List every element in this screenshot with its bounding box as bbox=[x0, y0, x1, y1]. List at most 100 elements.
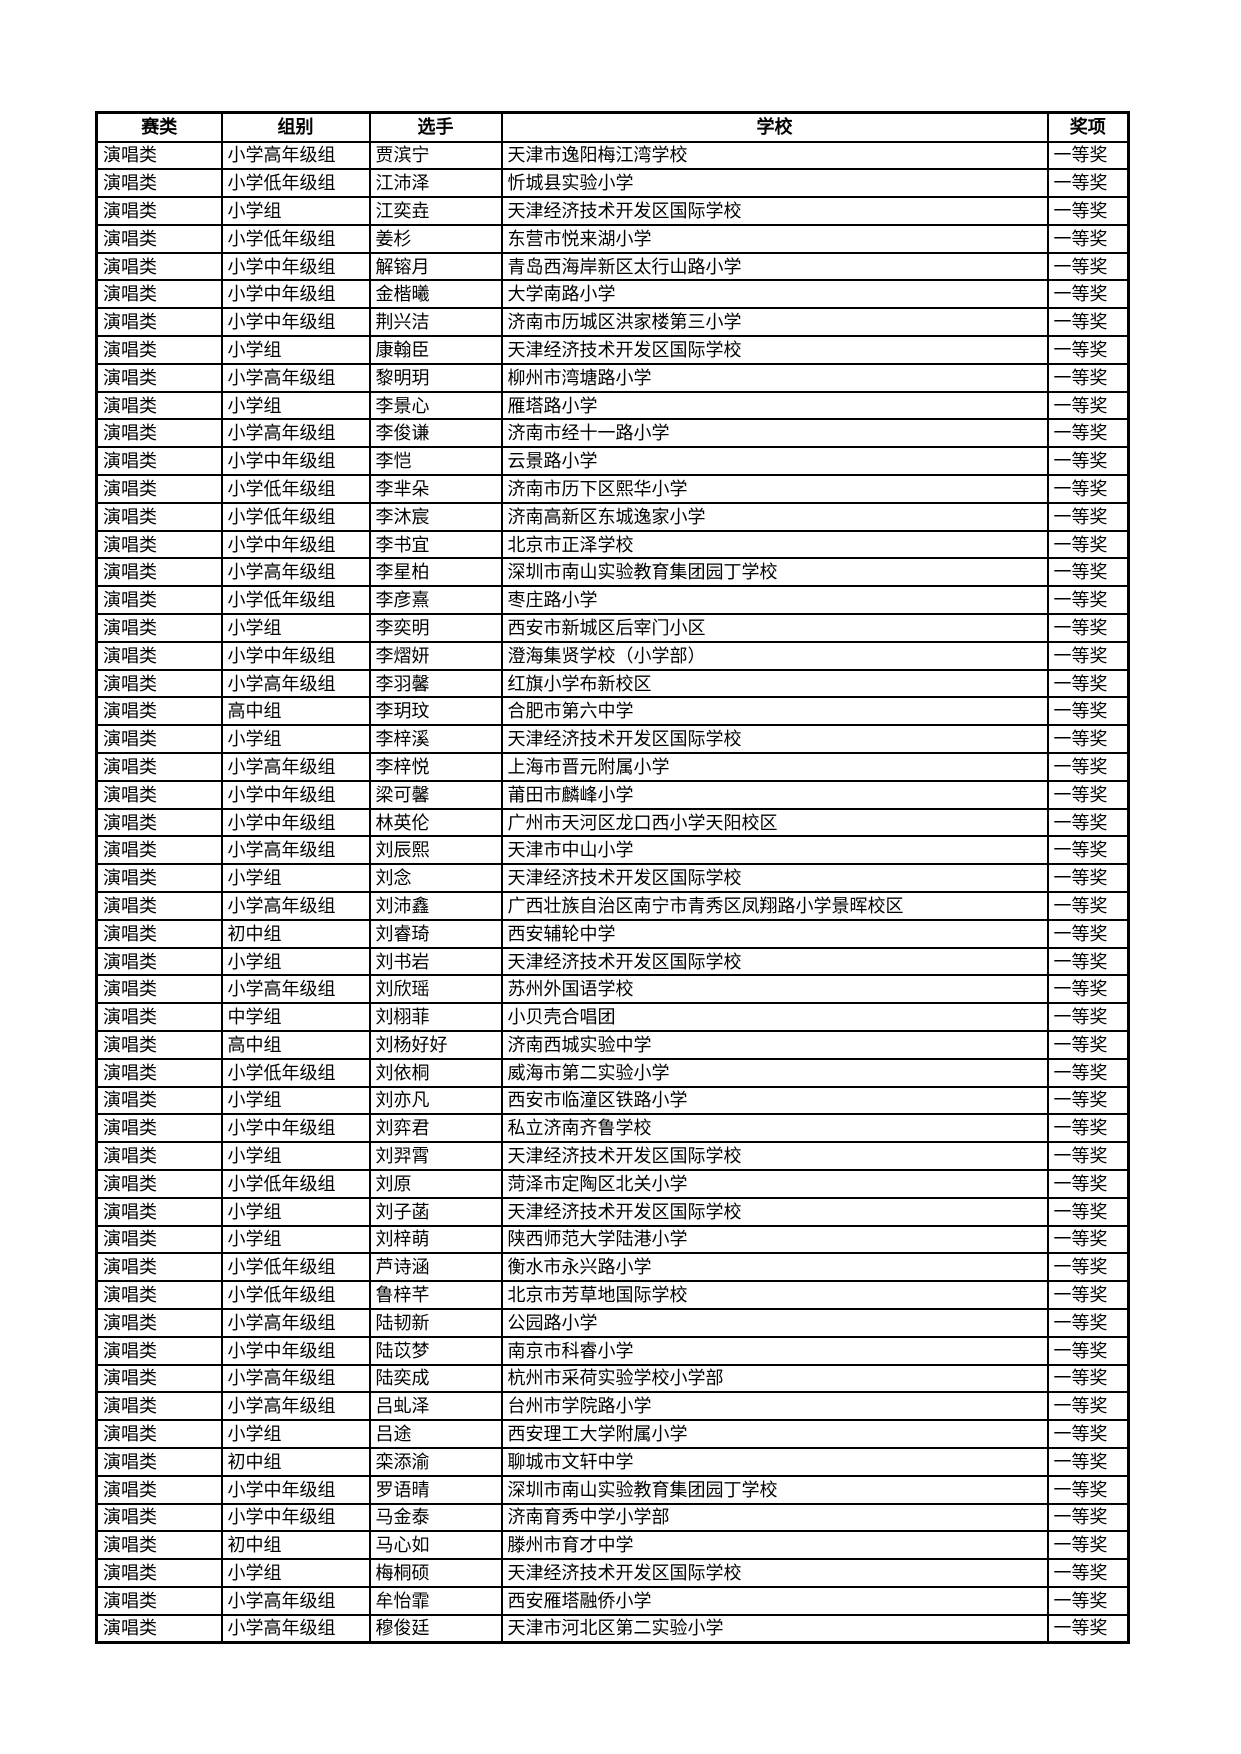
table-cell: 吕途 bbox=[368, 1419, 503, 1449]
table-cell: 演唱类 bbox=[95, 1585, 223, 1616]
table-cell: 小贝壳合唱团 bbox=[500, 1002, 1049, 1032]
table-cell: 刘欣瑶 bbox=[368, 974, 503, 1005]
table-cell: 一等奖 bbox=[1046, 1363, 1130, 1394]
table-cell: 天津经济技术开发区国际学校 bbox=[500, 1196, 1049, 1227]
table-cell: 演唱类 bbox=[95, 1030, 223, 1060]
table-cell: 演唱类 bbox=[95, 585, 223, 616]
table-body: 演唱类 小学高年级组 贾滨宁 天津市逸阳梅江湾学校 一等奖 演唱类 小学低年级组 江沛泽 忻城县… bbox=[95, 140, 1130, 1644]
table-cell: 演唱类 bbox=[95, 891, 223, 921]
table-cell: 李玥玟 bbox=[368, 696, 503, 727]
table-cell: 一等奖 bbox=[1046, 1252, 1130, 1283]
table-cell: 刘子菡 bbox=[368, 1196, 503, 1227]
table-cell: 一等奖 bbox=[1046, 168, 1130, 199]
table-cell: 一等奖 bbox=[1046, 418, 1130, 449]
table-cell: 一等奖 bbox=[1046, 1307, 1130, 1338]
table-cell: 牟怡霏 bbox=[368, 1585, 503, 1616]
table-cell: 小学中年级组 bbox=[220, 1502, 371, 1533]
table-cell: 李星柏 bbox=[368, 557, 503, 588]
table-cell: 小学高年级组 bbox=[220, 418, 371, 449]
table-cell: 私立济南齐鲁学校 bbox=[500, 1113, 1049, 1144]
table-cell: 演唱类 bbox=[95, 668, 223, 699]
table-cell: 枣庄路小学 bbox=[500, 585, 1049, 616]
table-cell: 一等奖 bbox=[1046, 390, 1130, 421]
table-cell: 一等奖 bbox=[1046, 1613, 1130, 1644]
table-cell: 一等奖 bbox=[1046, 1030, 1130, 1060]
table-cell: 中学组 bbox=[220, 1002, 371, 1032]
table-cell: 李俊谦 bbox=[368, 418, 503, 449]
table-cell: 济南高新区东城逸家小学 bbox=[500, 501, 1049, 532]
table-cell: 小学高年级组 bbox=[220, 1613, 371, 1644]
table-cell: 小学高年级组 bbox=[220, 1585, 371, 1616]
table-cell: 演唱类 bbox=[95, 724, 223, 755]
table-cell: 天津经济技术开发区国际学校 bbox=[500, 335, 1049, 365]
table-row: 演唱类 小学组 康翰臣 天津经济技术开发区国际学校 一等奖 bbox=[95, 335, 1130, 365]
table-cell: 刘原 bbox=[368, 1168, 503, 1199]
table-cell: 刘沛鑫 bbox=[368, 891, 503, 921]
table-cell: 演唱类 bbox=[95, 640, 223, 671]
table-cell: 演唱类 bbox=[95, 1280, 223, 1310]
table-cell: 菏泽市定陶区北关小学 bbox=[500, 1168, 1049, 1199]
table-cell: 上海市晋元附属小学 bbox=[500, 752, 1049, 782]
table-cell: 雁塔路小学 bbox=[500, 390, 1049, 421]
table-row: 演唱类 小学组 李奕明 西安市新城区后宰门小区 一等奖 bbox=[95, 613, 1130, 643]
table-cell: 一等奖 bbox=[1046, 1280, 1130, 1310]
table-row: 演唱类 小学组 刘念 天津经济技术开发区国际学校 一等奖 bbox=[95, 863, 1130, 894]
table-cell: 一等奖 bbox=[1046, 1168, 1130, 1199]
table-cell: 一等奖 bbox=[1046, 1502, 1130, 1533]
table-cell: 陆奕成 bbox=[368, 1363, 503, 1394]
table-cell: 一等奖 bbox=[1046, 1530, 1130, 1561]
table-cell: 演唱类 bbox=[95, 1363, 223, 1394]
table-cell: 一等奖 bbox=[1046, 501, 1130, 532]
table-cell: 演唱类 bbox=[95, 918, 223, 949]
table-cell: 刘杨好好 bbox=[368, 1030, 503, 1060]
table-cell: 云景路小学 bbox=[500, 446, 1049, 477]
table-cell: 小学高年级组 bbox=[220, 752, 371, 782]
table-row: 演唱类 小学组 吕途 西安理工大学附属小学 一等奖 bbox=[95, 1419, 1130, 1449]
table-cell: 演唱类 bbox=[95, 446, 223, 477]
table-cell: 演唱类 bbox=[95, 168, 223, 199]
table-cell: 大学南路小学 bbox=[500, 279, 1049, 310]
table-row: 演唱类 小学高年级组 李羽馨 红旗小学布新校区 一等奖 bbox=[95, 668, 1130, 699]
table-cell: 小学组 bbox=[220, 390, 371, 421]
table-cell: 陆韧新 bbox=[368, 1307, 503, 1338]
table-cell: 李恺 bbox=[368, 446, 503, 477]
table-cell: 一等奖 bbox=[1046, 362, 1130, 393]
table-cell: 栾添渝 bbox=[368, 1446, 503, 1477]
table-cell: 演唱类 bbox=[95, 557, 223, 588]
table-cell: 天津市逸阳梅江湾学校 bbox=[500, 140, 1049, 171]
table-cell: 刘弈君 bbox=[368, 1113, 503, 1144]
table-cell: 一等奖 bbox=[1046, 863, 1130, 894]
table-cell: 一等奖 bbox=[1046, 1057, 1130, 1088]
table-cell: 演唱类 bbox=[95, 1502, 223, 1533]
table-row: 演唱类 小学组 江奕垚 天津经济技术开发区国际学校 一等奖 bbox=[95, 196, 1130, 226]
table-row: 演唱类 小学高年级组 牟怡霏 西安雁塔融侨小学 一等奖 bbox=[95, 1585, 1130, 1616]
table-cell: 解镕月 bbox=[368, 251, 503, 282]
table-cell: 一等奖 bbox=[1046, 1446, 1130, 1477]
table-cell: 小学低年级组 bbox=[220, 585, 371, 616]
table-cell: 北京市正泽学校 bbox=[500, 529, 1049, 560]
table-cell: 演唱类 bbox=[95, 696, 223, 727]
table-cell: 一等奖 bbox=[1046, 1224, 1130, 1255]
table-cell: 小学中年级组 bbox=[220, 807, 371, 838]
table-cell: 穆俊廷 bbox=[368, 1613, 503, 1644]
table-row: 演唱类 小学组 刘羿霄 天津经济技术开发区国际学校 一等奖 bbox=[95, 1141, 1130, 1171]
table-cell: 金楷曦 bbox=[368, 279, 503, 310]
table-cell: 演唱类 bbox=[95, 1307, 223, 1338]
award-results-table: 赛类 组别 选手 学校 奖项 演唱类 小学高年级组 贾滨宁 天津市逸阳梅江湾学校 一等奖 演唱类小… bbox=[95, 111, 1130, 1645]
table-cell: 一等奖 bbox=[1046, 613, 1130, 643]
table-cell: 演唱类 bbox=[95, 613, 223, 643]
table-row: 演唱类 小学组 李梓溪 天津经济技术开发区国际学校 一等奖 bbox=[95, 724, 1130, 755]
table-cell: 澄海集贤学校（小学部） bbox=[500, 640, 1049, 671]
table-row: 演唱类 小学中年级组 林英伦 广州市天河区龙口西小学天阳校区 一等奖 bbox=[95, 807, 1130, 838]
table-cell: 柳州市湾塘路小学 bbox=[500, 362, 1049, 393]
table-cell: 演唱类 bbox=[95, 362, 223, 393]
table-cell: 一等奖 bbox=[1046, 724, 1130, 755]
table-cell: 小学组 bbox=[220, 946, 371, 977]
table-cell: 西安雁塔融侨小学 bbox=[500, 1585, 1049, 1616]
table-cell: 演唱类 bbox=[95, 196, 223, 226]
table-cell: 演唱类 bbox=[95, 835, 223, 866]
table-cell: 小学低年级组 bbox=[220, 168, 371, 199]
table-cell: 天津市中山小学 bbox=[500, 835, 1049, 866]
table-cell: 演唱类 bbox=[95, 1558, 223, 1588]
table-cell: 黎明玥 bbox=[368, 362, 503, 393]
